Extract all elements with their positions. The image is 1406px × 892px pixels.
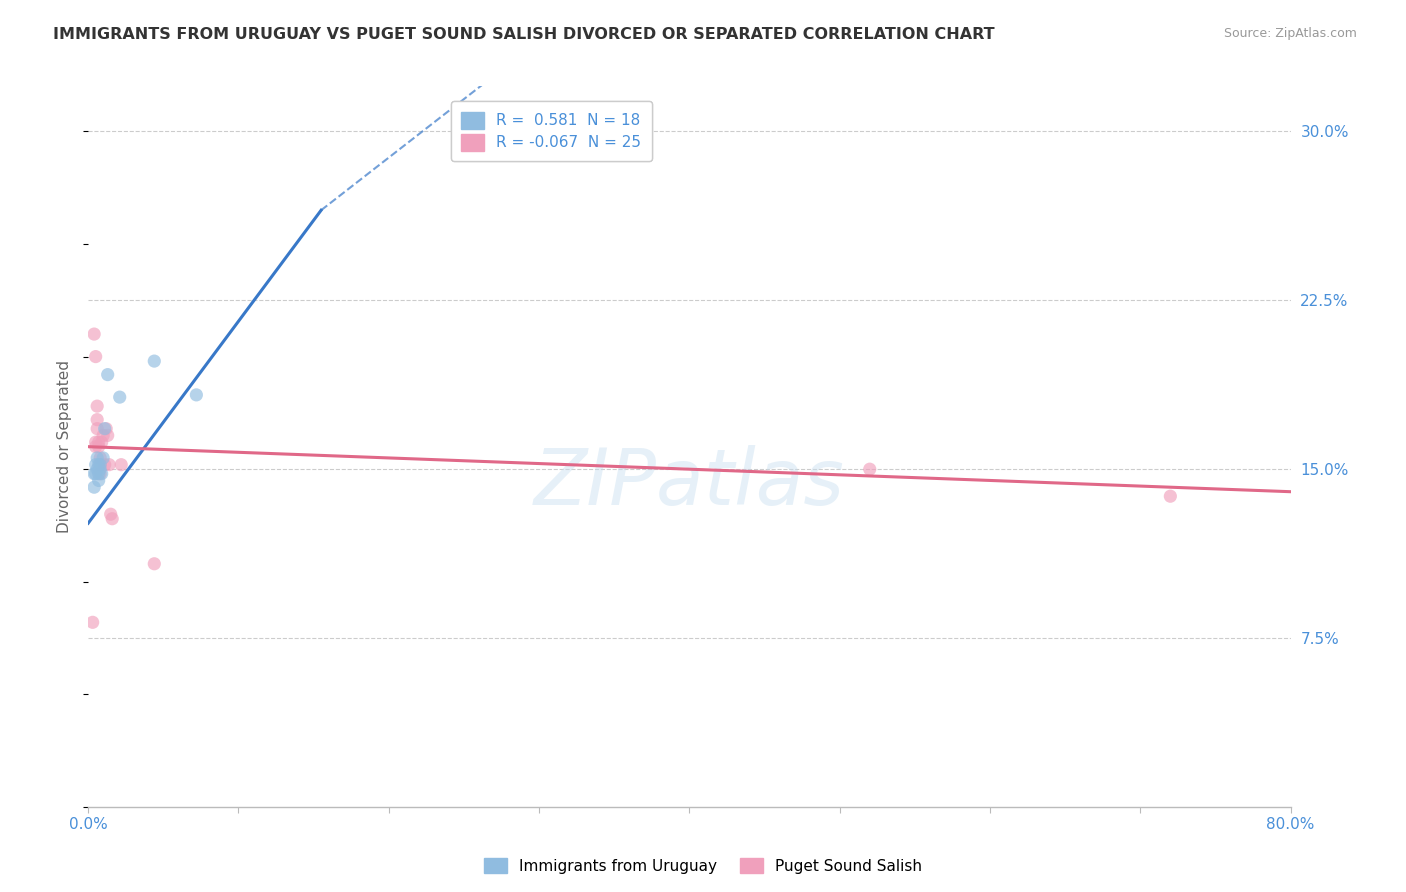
Point: [86, 462, 108, 476]
Point: [89, 458, 111, 472]
Point: [1159, 489, 1181, 503]
Legend: Immigrants from Uruguay, Puget Sound Salish: Immigrants from Uruguay, Puget Sound Sal…: [478, 852, 928, 880]
Point: [89, 450, 111, 465]
Point: [143, 557, 166, 571]
Point: [87, 435, 110, 450]
Point: [84, 458, 107, 472]
Point: [90, 435, 112, 450]
Point: [98, 458, 121, 472]
Point: [143, 354, 166, 368]
Point: [87, 467, 110, 481]
Point: [87, 458, 110, 472]
Point: [108, 390, 131, 404]
Y-axis label: Divorced or Separated: Divorced or Separated: [58, 360, 72, 533]
Legend: R =  0.581  N = 18, R = -0.067  N = 25: R = 0.581 N = 18, R = -0.067 N = 25: [450, 101, 652, 161]
Point: [84, 350, 107, 364]
Point: [86, 399, 108, 413]
Point: [101, 512, 124, 526]
Text: IMMIGRANTS FROM URUGUAY VS PUGET SOUND SALISH DIVORCED OR SEPARATED CORRELATION : IMMIGRANTS FROM URUGUAY VS PUGET SOUND S…: [53, 27, 995, 42]
Point: [86, 412, 108, 426]
Point: [89, 462, 111, 476]
Point: [89, 458, 111, 472]
Point: [84, 440, 107, 454]
Point: [87, 474, 110, 488]
Point: [87, 440, 110, 454]
Point: [84, 435, 107, 450]
Point: [93, 458, 115, 472]
Point: [859, 462, 882, 476]
Point: [82, 615, 104, 630]
Point: [186, 388, 208, 402]
Point: [89, 467, 111, 481]
Point: [97, 368, 120, 382]
Text: ZIPatlas: ZIPatlas: [534, 445, 845, 521]
Point: [97, 428, 120, 442]
Point: [91, 450, 114, 465]
Point: [83, 327, 105, 342]
Point: [93, 422, 115, 436]
Point: [90, 467, 112, 481]
Point: [83, 480, 105, 494]
Text: Source: ZipAtlas.com: Source: ZipAtlas.com: [1223, 27, 1357, 40]
Point: [83, 467, 105, 481]
Point: [86, 422, 108, 436]
Point: [100, 507, 122, 521]
Point: [86, 450, 108, 465]
Point: [96, 422, 118, 436]
Point: [110, 458, 132, 472]
Point: [84, 467, 107, 481]
Point: [91, 428, 114, 442]
